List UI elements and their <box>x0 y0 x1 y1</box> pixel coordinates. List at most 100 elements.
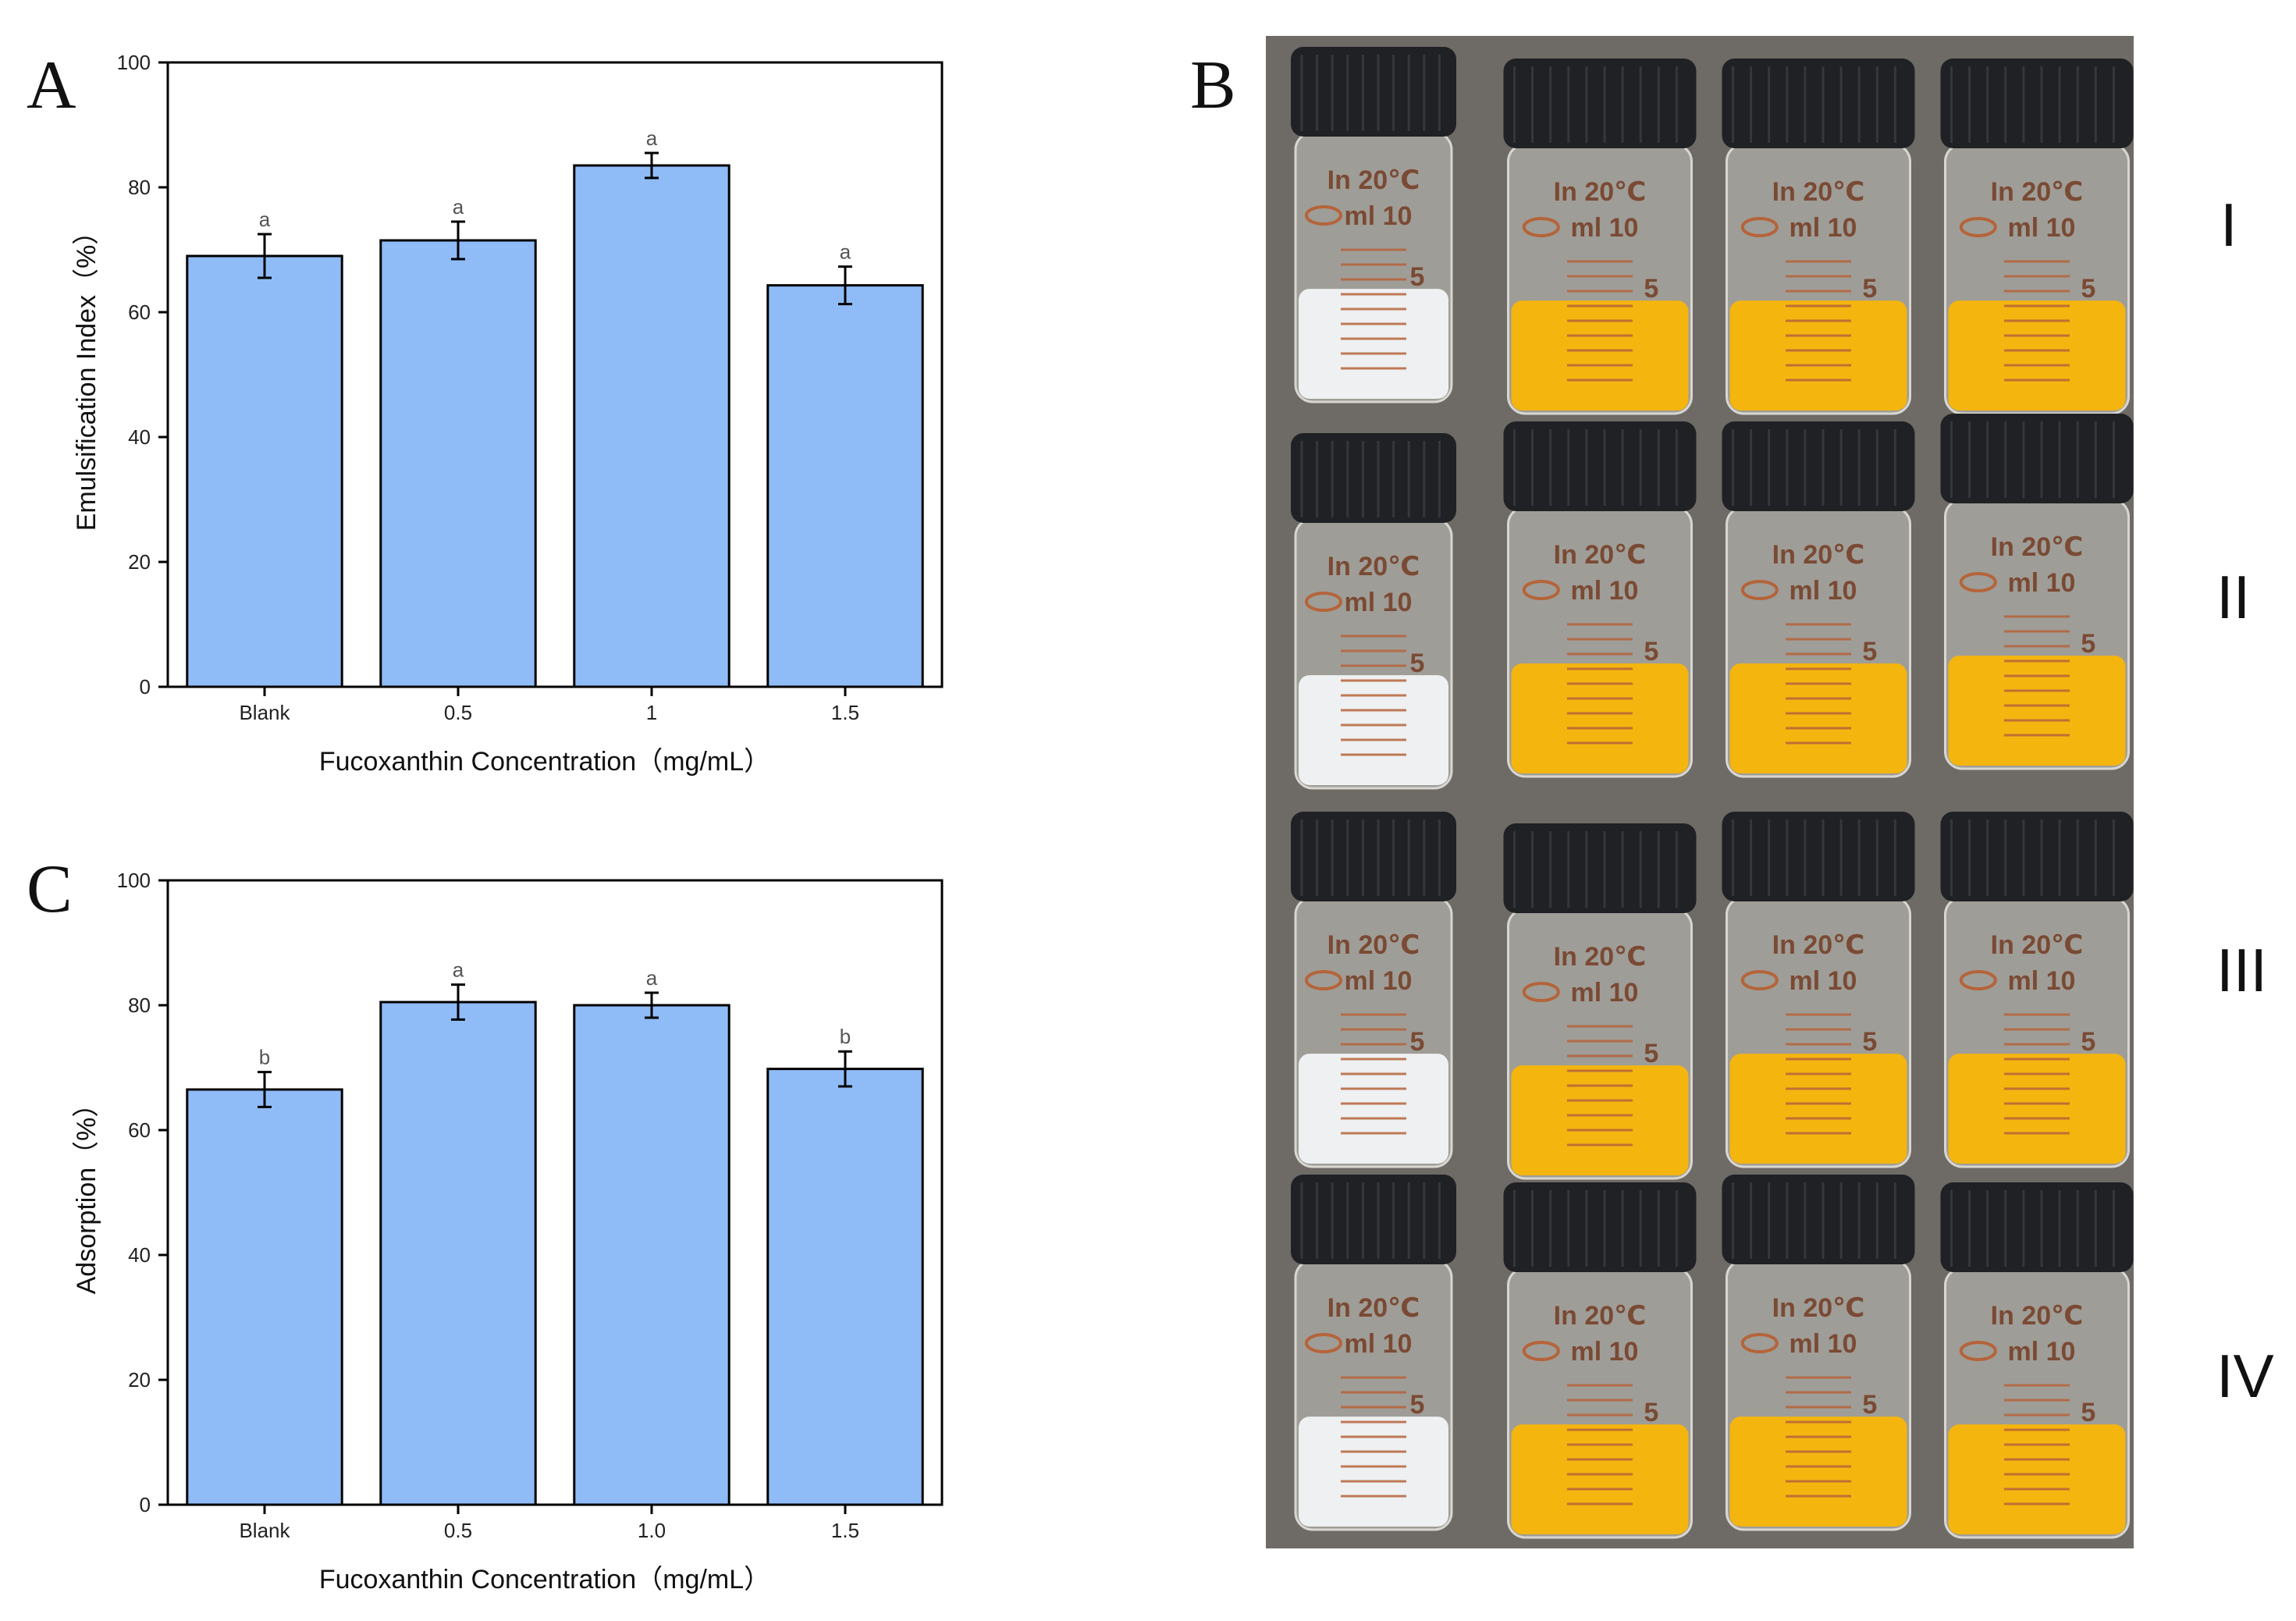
vial-r2-c4: In 20℃ ml 10 5 <box>1940 414 2134 770</box>
vial-mark-5: 5 <box>1410 1390 1425 1420</box>
vial-volume-label: ml 10 <box>2008 568 2076 598</box>
vial-volume-label: ml 10 <box>1790 576 1857 606</box>
vial-photo: In 20℃ ml 10 5 In 20℃ ml 10 5 In 20℃ ml 10 5 In 2… <box>1266 36 2134 1548</box>
vial-logo-mark <box>1959 970 1997 990</box>
vial-temp-label: In 20℃ <box>1772 930 1865 960</box>
vial-r3-c1: In 20℃ ml 10 5 <box>1291 812 1456 1168</box>
vial-cap <box>1940 414 2134 503</box>
vial-cap <box>1722 421 1915 511</box>
vial-r4-c3: In 20℃ ml 10 5 <box>1722 1175 1915 1531</box>
emulsion-layer <box>1729 1054 1907 1164</box>
vial-temp-label: In 20℃ <box>1554 177 1647 207</box>
chart-c-y-tick-label-3: 60 <box>128 1118 151 1142</box>
chart-c-y-tick-label-4: 80 <box>128 994 151 1017</box>
vial-logo-mark <box>1740 970 1779 990</box>
vial-cap <box>1722 1175 1915 1264</box>
vial-logo-mark <box>1522 217 1560 237</box>
chart-c-significance-label-2: a <box>646 966 658 990</box>
vial-temp-label: In 20℃ <box>1327 1293 1420 1323</box>
vial-temp-label: In 20℃ <box>1772 1293 1865 1323</box>
chart-c-x-tick-label-3: 1.5 <box>831 1519 859 1542</box>
vial-cap <box>1291 1175 1456 1264</box>
chart-a-y-tick-label-1: 20 <box>128 550 151 574</box>
emulsion-layer <box>1729 300 1907 411</box>
vial-mark-5: 5 <box>1410 262 1425 292</box>
chart-c-bar-2 <box>573 1004 730 1506</box>
chart-c-plot-frame <box>166 879 944 1506</box>
chart-a-x-axis-title: Fucoxanthin Concentration（mg/mL） <box>319 747 770 777</box>
vial-cap <box>1940 59 2134 148</box>
vial-volume-label: ml 10 <box>1790 966 1857 996</box>
emulsion-layer <box>1299 1054 1448 1164</box>
vial-mark-5: 5 <box>2081 629 2095 659</box>
chart-a-significance-label-1: a <box>453 195 464 219</box>
emulsion-layer <box>1729 663 1907 773</box>
vial-volume-label: ml 10 <box>2008 213 2076 243</box>
row-label-ii: II <box>2216 563 2250 631</box>
chart-a-y-tick-label-5: 100 <box>117 51 151 74</box>
chart-a-y-axis-title: Emulsification Index（%） <box>72 219 101 531</box>
vial-mark-5: 5 <box>1862 274 1877 304</box>
vial-mark-5: 5 <box>1410 1027 1425 1057</box>
vial-cap <box>1291 47 1456 137</box>
vial-r4-c2: In 20℃ ml 10 5 <box>1503 1182 1697 1539</box>
chart-a-significance-label-2: a <box>646 126 658 150</box>
vial-mark-5: 5 <box>1862 637 1877 667</box>
chart-a-significance-label-0: a <box>259 208 271 231</box>
emulsion-layer <box>1511 663 1689 773</box>
chart-a-y-tick-label-2: 40 <box>128 425 151 449</box>
vial-temp-label: In 20℃ <box>1554 540 1647 570</box>
vial-cap <box>1291 812 1456 901</box>
vial-volume-label: ml 10 <box>1571 576 1639 606</box>
vial-r2-c2: In 20℃ ml 10 5 <box>1503 421 1697 778</box>
emulsion-layer <box>1948 300 2126 411</box>
vial-logo-mark <box>1305 970 1342 990</box>
vial-mark-5: 5 <box>1862 1390 1877 1420</box>
chart-a-x-tick-label-2: 1 <box>646 701 657 724</box>
row-label-i: I <box>2220 190 2237 259</box>
chart-a-bar-0 <box>186 254 343 688</box>
emulsion-layer <box>1511 1424 1689 1534</box>
emulsion-layer <box>1948 1424 2126 1534</box>
vial-volume-label: ml 10 <box>1345 1329 1413 1359</box>
emulsion-layer <box>1729 1417 1907 1527</box>
vial-volume-label: ml 10 <box>2008 1337 2076 1367</box>
vial-logo-mark <box>1959 1341 1997 1361</box>
vial-temp-label: In 20℃ <box>1991 532 2084 562</box>
chart-a-plot-frame <box>166 61 944 688</box>
vial-logo-mark <box>1305 592 1342 612</box>
vial-logo-mark <box>1305 205 1342 226</box>
vial-logo-mark <box>1305 1333 1342 1353</box>
chart-c-y-tick-label-5: 100 <box>117 869 151 892</box>
vial-volume-label: ml 10 <box>1790 1329 1857 1359</box>
vial-r4-c4: In 20℃ ml 10 5 <box>1940 1182 2134 1539</box>
chart-a-significance-label-3: a <box>840 240 851 264</box>
vial-mark-5: 5 <box>1644 1039 1658 1068</box>
chart-c-bar-0 <box>186 1088 343 1506</box>
vial-cap <box>1940 812 2134 901</box>
vial-volume-label: ml 10 <box>1790 213 1857 243</box>
panel-letter-b: B <box>1190 48 1236 123</box>
vial-mark-5: 5 <box>1862 1027 1877 1057</box>
vial-logo-mark <box>1740 1333 1779 1353</box>
vial-mark-5: 5 <box>2081 1027 2095 1057</box>
vial-mark-5: 5 <box>1644 637 1658 667</box>
chart-c-x-tick-label-0: Blank <box>239 1519 290 1542</box>
chart-c-significance-label-0: b <box>259 1046 270 1069</box>
vial-volume-label: ml 10 <box>1571 213 1639 243</box>
chart-a-x-tick-label-1: 0.5 <box>444 701 472 724</box>
vial-mark-5: 5 <box>2081 1398 2095 1427</box>
vial-volume-label: ml 10 <box>1571 1337 1639 1367</box>
panel-letter-a: A <box>27 48 76 123</box>
vial-r3-c3: In 20℃ ml 10 5 <box>1722 812 1915 1168</box>
vial-r1-c2: In 20℃ ml 10 5 <box>1503 59 1697 415</box>
vial-volume-label: ml 10 <box>1345 201 1413 231</box>
chart-c-bar-1 <box>379 1001 537 1506</box>
vial-mark-5: 5 <box>1410 649 1425 678</box>
emulsion-layer <box>1511 300 1689 411</box>
vial-cap <box>1722 59 1915 148</box>
chart-a-bar-2 <box>573 164 730 688</box>
vial-logo-mark <box>1522 1341 1560 1361</box>
vial-logo-mark <box>1522 580 1560 600</box>
vial-cap <box>1503 59 1697 148</box>
